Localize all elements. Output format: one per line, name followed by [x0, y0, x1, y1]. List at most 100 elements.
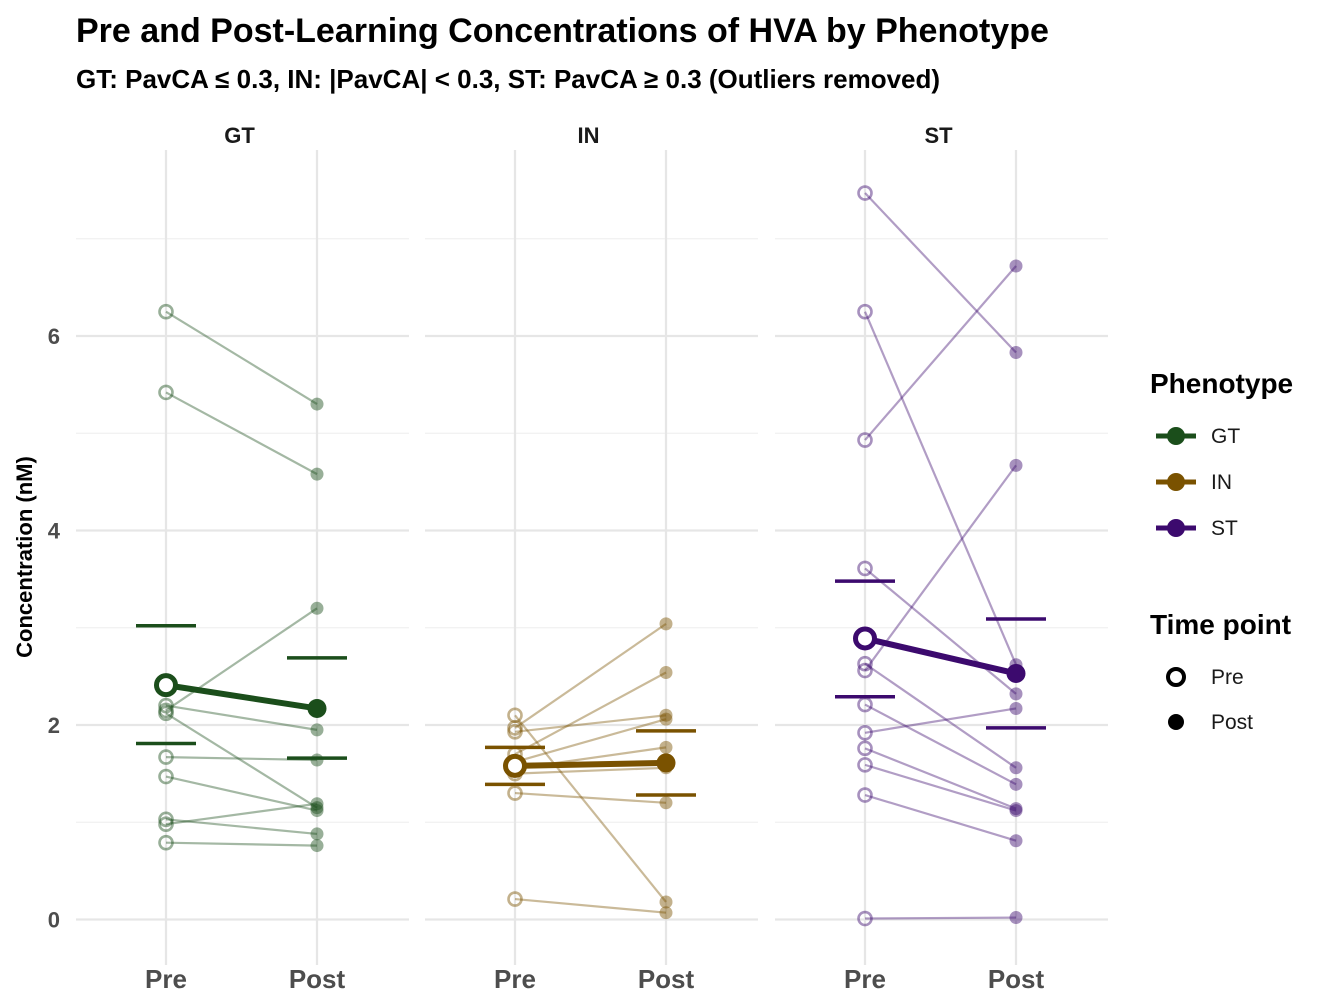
post-point	[1009, 802, 1023, 816]
subject-line	[864, 793, 1017, 842]
subject-line	[864, 567, 1017, 695]
subject-line	[864, 464, 1017, 672]
post-point	[1009, 834, 1023, 848]
subject-line	[514, 791, 667, 804]
legend-pre-label: Pre	[1211, 666, 1244, 689]
post-point	[310, 753, 324, 767]
legend-item-gt: GT	[1156, 425, 1240, 448]
subject-line	[514, 714, 667, 733]
post-point	[659, 895, 673, 909]
legend-time-title: Time point	[1150, 609, 1291, 640]
subject-line	[165, 607, 318, 712]
subject-line	[165, 712, 318, 809]
post-point	[659, 708, 673, 722]
x-tick-label: Post	[289, 964, 346, 994]
pre-point	[158, 811, 174, 828]
mean-post-point	[1006, 663, 1026, 683]
subject-line	[514, 671, 667, 756]
x-tick-label: Post	[638, 964, 695, 994]
mean-line	[864, 635, 1017, 677]
x-tick-label: Post	[988, 964, 1045, 994]
post-point	[1009, 458, 1023, 472]
mean-line	[165, 682, 318, 712]
legend: Phenotype GT IN ST Time point Pre Post	[1150, 368, 1293, 734]
y-tick-label: 0	[48, 908, 60, 933]
panel-in: IN Pre Post	[425, 123, 758, 994]
pre-point	[857, 655, 873, 672]
pre-point	[158, 303, 174, 320]
pre-point	[507, 785, 523, 801]
subject-line	[165, 841, 318, 847]
post-point	[1009, 701, 1023, 715]
subject-line	[864, 265, 1017, 441]
post-point	[659, 712, 673, 726]
subject-line	[514, 718, 667, 764]
pre-point	[507, 724, 523, 740]
post-point	[659, 617, 673, 631]
chart-subtitle: GT: PavCA ≤ 0.3, IN: |PavCA| < 0.3, ST: …	[76, 64, 940, 94]
pre-point	[158, 768, 174, 785]
mean-line	[514, 759, 667, 769]
subject-line	[863, 311, 1018, 666]
post-point	[310, 827, 324, 841]
post-point	[310, 797, 324, 811]
chart-title: Pre and Post-Learning Concentrations of …	[76, 12, 1049, 50]
legend-post-label: Post	[1211, 711, 1253, 734]
panel-st: ST Pre Post	[775, 123, 1108, 994]
legend-item-st: ST	[1156, 517, 1238, 540]
legend-st-point	[1167, 519, 1185, 537]
post-point	[659, 906, 673, 920]
y-axis-title: Concentration (nM)	[12, 456, 37, 658]
subject-line	[165, 802, 318, 826]
post-point	[1009, 777, 1023, 791]
mean-post-point	[656, 753, 676, 773]
post-point	[310, 839, 324, 853]
post-point	[310, 801, 324, 815]
y-tick-label: 2	[48, 713, 60, 738]
pre-point	[857, 724, 873, 741]
pre-point	[857, 560, 873, 577]
post-point	[1009, 259, 1023, 273]
subject-line	[864, 192, 1017, 354]
legend-in-point	[1167, 473, 1185, 491]
mean-pre-point	[503, 753, 527, 778]
post-point	[1009, 804, 1023, 818]
pre-point	[857, 757, 873, 773]
subject-line	[514, 714, 667, 903]
post-point	[310, 601, 324, 615]
post-point	[1009, 761, 1023, 775]
subject-line	[864, 662, 1017, 769]
legend-st-label: ST	[1211, 517, 1238, 540]
legend-in-label: IN	[1211, 471, 1232, 494]
pre-point	[158, 749, 174, 765]
pre-point	[507, 720, 523, 736]
subject-line	[514, 622, 667, 729]
pre-point	[158, 816, 174, 832]
pre-point	[158, 384, 174, 401]
facet-label-st: ST	[924, 123, 953, 148]
pre-point	[857, 432, 873, 448]
subject-line	[165, 391, 318, 476]
subject-line	[165, 818, 318, 836]
mean-post-point	[307, 698, 327, 718]
pre-point	[158, 702, 174, 719]
pre-point	[507, 707, 523, 724]
mean-pre-point	[853, 626, 877, 651]
post-point	[310, 804, 324, 818]
y-tick-label: 6	[48, 324, 60, 349]
pre-point	[857, 910, 873, 927]
subject-line	[514, 766, 667, 775]
pre-point	[857, 303, 873, 320]
post-point	[1009, 911, 1023, 925]
subject-line	[864, 916, 1017, 920]
x-tick-label: Pre	[844, 964, 886, 994]
post-point	[659, 665, 673, 679]
pre-point	[158, 705, 174, 722]
legend-item-in: IN	[1156, 471, 1232, 494]
mean-pre-point	[154, 673, 178, 698]
pre-point	[857, 662, 873, 679]
panel-gt: GT Pre Post	[76, 123, 409, 994]
post-point	[310, 397, 324, 411]
post-point	[659, 740, 673, 754]
